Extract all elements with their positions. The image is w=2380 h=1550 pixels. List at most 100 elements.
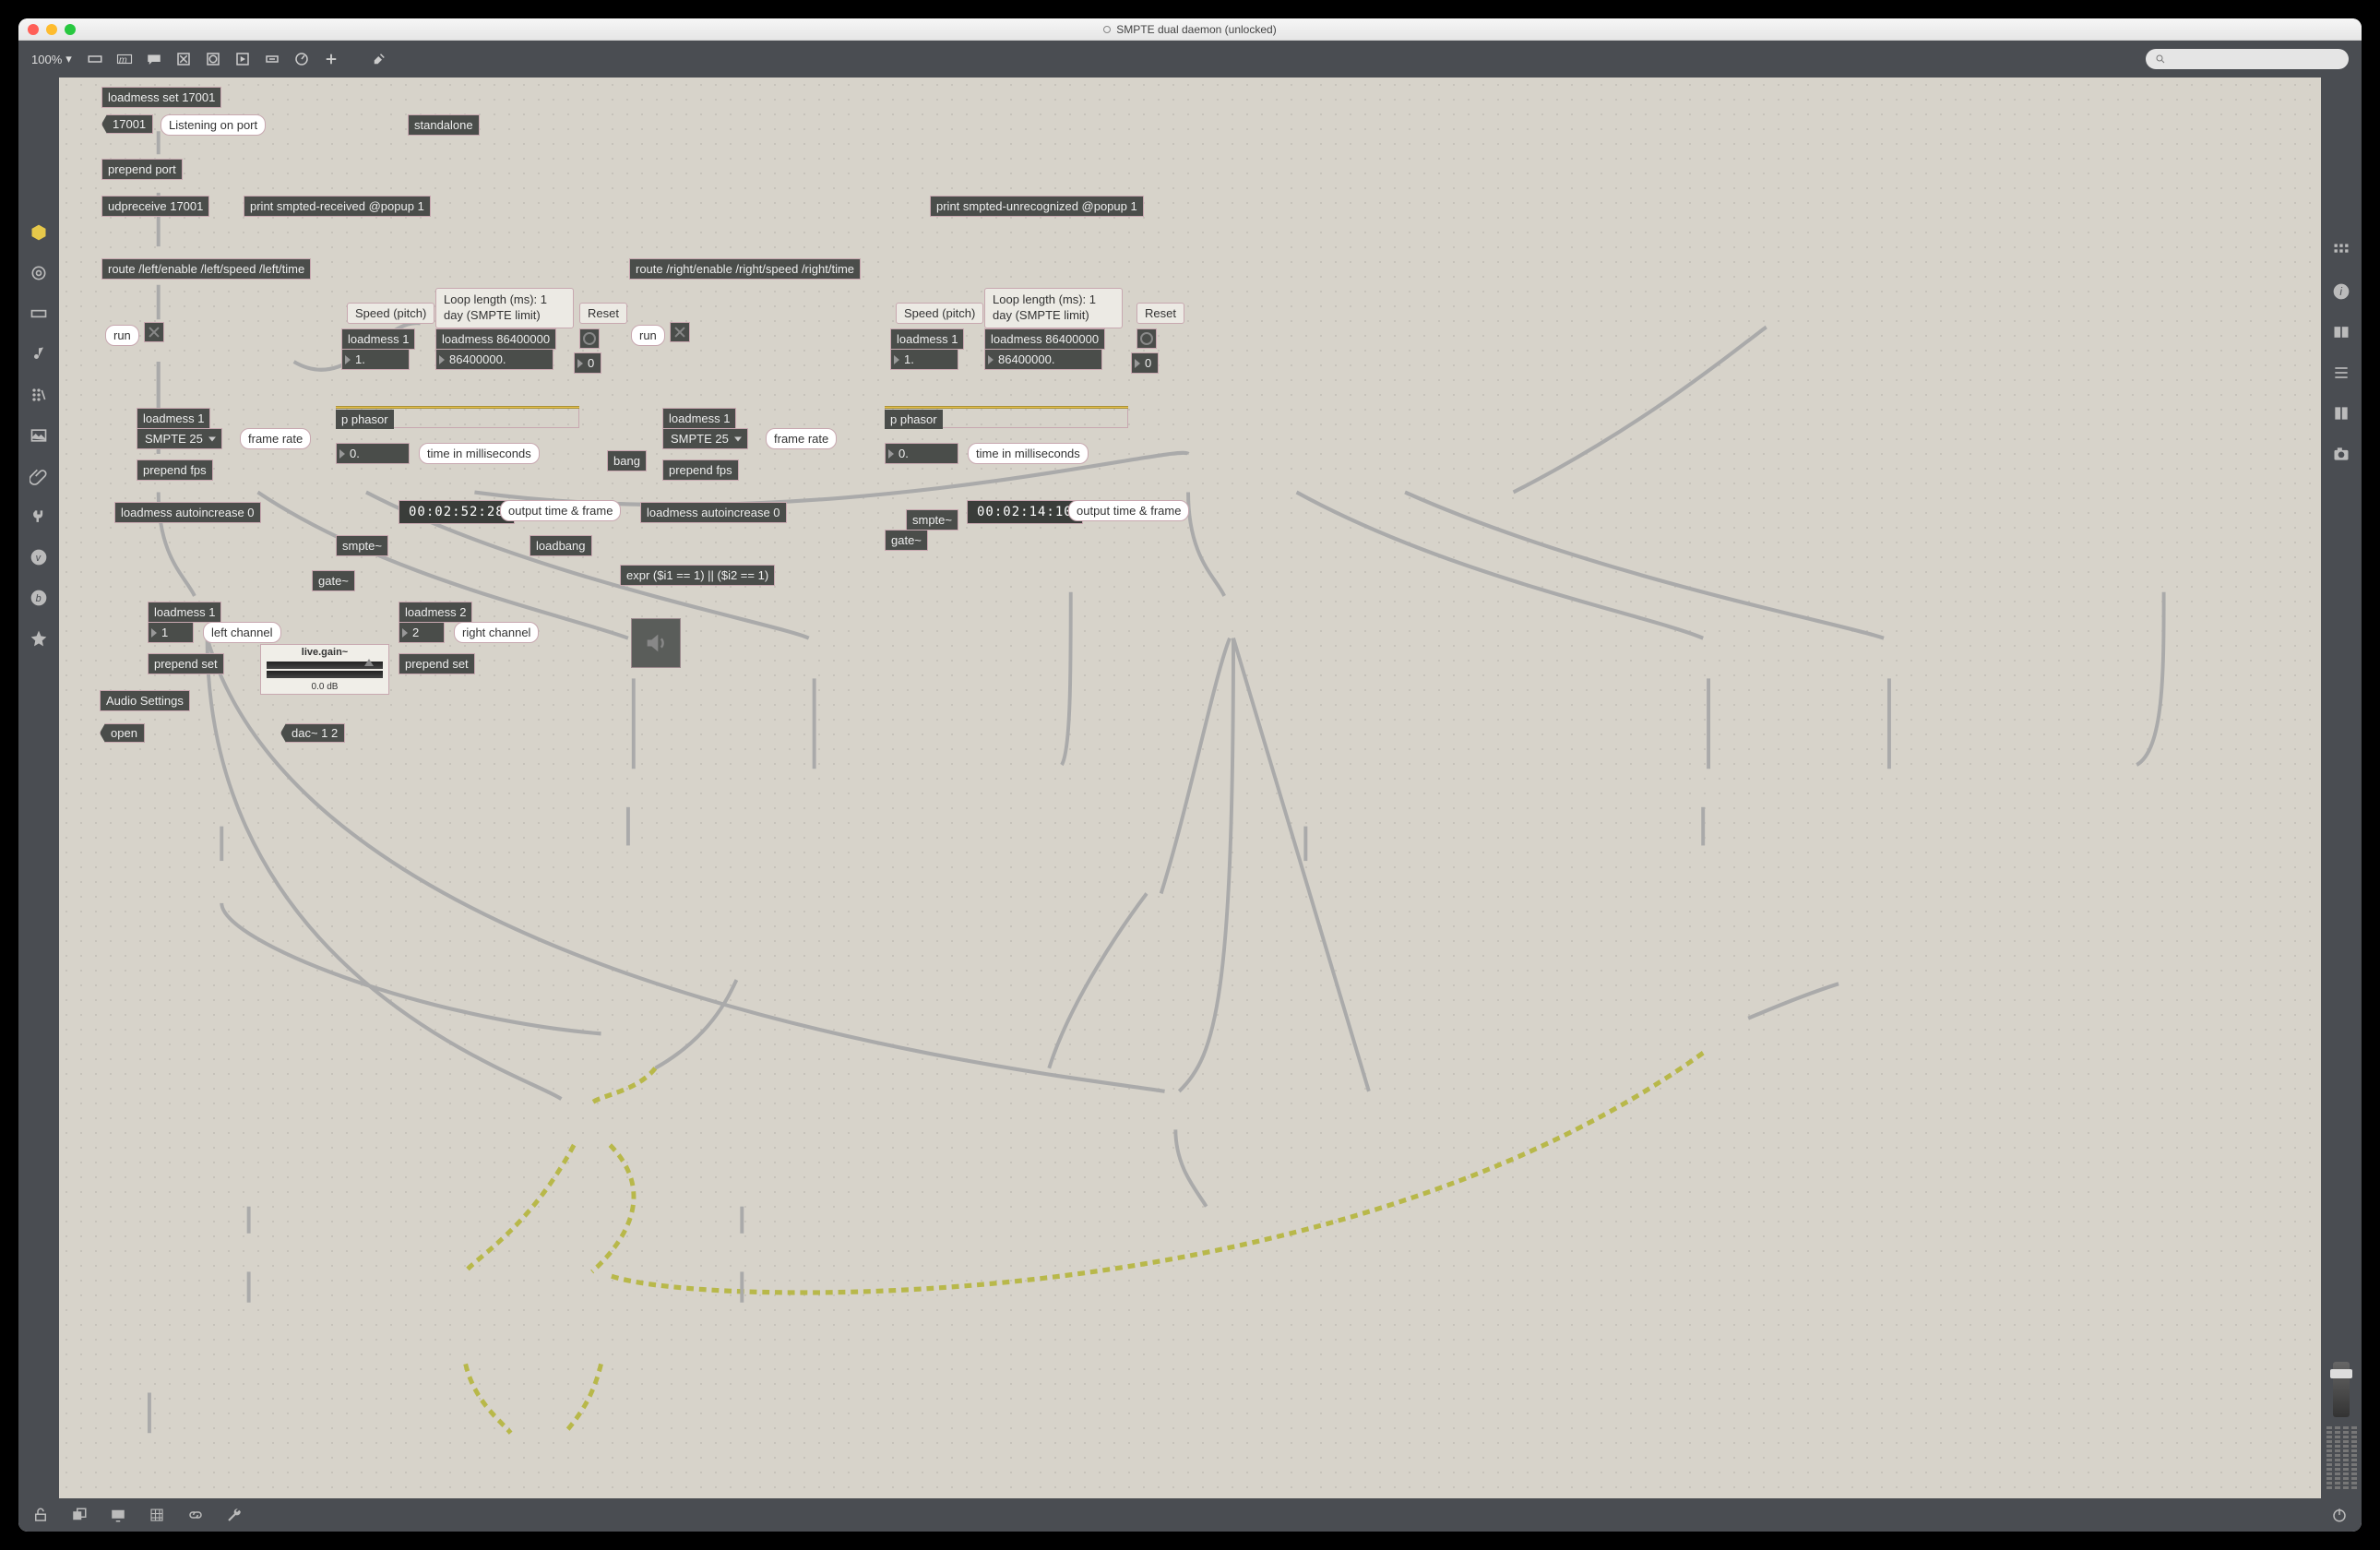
obj-route-left[interactable]: route /left/enable /left/speed /left/tim… bbox=[101, 258, 311, 280]
toggle-right-enable[interactable] bbox=[670, 322, 690, 342]
obj-prepend-set-left[interactable]: prepend set bbox=[148, 653, 224, 674]
obj-phasor-left[interactable]: p phasor bbox=[336, 410, 394, 429]
patcher-canvas[interactable]: loadmess set 17001 17001 Listening on po… bbox=[59, 78, 2321, 1498]
wrench-icon[interactable] bbox=[225, 1506, 244, 1524]
num-reset-left[interactable]: 0 bbox=[574, 352, 601, 374]
dial-icon[interactable] bbox=[292, 49, 312, 69]
num-speed-right[interactable]: 1. bbox=[890, 349, 958, 370]
num-time-left[interactable]: 0. bbox=[336, 443, 410, 464]
message-icon[interactable]: m bbox=[114, 49, 135, 69]
info-icon[interactable]: i bbox=[2330, 280, 2352, 303]
matrix-icon[interactable] bbox=[28, 384, 50, 406]
comment-listening: Listening on port bbox=[161, 114, 266, 136]
obj-audio-settings[interactable]: Audio Settings bbox=[100, 690, 190, 711]
link-icon[interactable] bbox=[186, 1506, 205, 1524]
obj-gate-right[interactable]: gate~ bbox=[885, 530, 928, 551]
obj-prepend-fps-right[interactable]: prepend fps bbox=[662, 459, 739, 481]
target-icon[interactable] bbox=[28, 262, 50, 284]
obj-loadmess-chan-right[interactable]: loadmess 2 bbox=[399, 602, 472, 623]
msg-port[interactable]: 17001 bbox=[101, 114, 153, 134]
lock-icon[interactable] bbox=[31, 1506, 50, 1524]
paperclip-icon[interactable] bbox=[28, 465, 50, 487]
paint-icon[interactable] bbox=[369, 49, 389, 69]
close-window-button[interactable] bbox=[28, 24, 39, 35]
button-reset-right[interactable] bbox=[1136, 328, 1157, 349]
obj-loadmess-864-right[interactable]: loadmess 86400000 bbox=[984, 328, 1105, 350]
obj-bang[interactable]: bang bbox=[607, 450, 647, 471]
dropdown-smpte-right[interactable]: SMPTE 25 bbox=[662, 428, 748, 449]
obj-expr[interactable]: expr ($i1 == 1) || ($i2 == 1) bbox=[620, 565, 775, 586]
number-icon[interactable] bbox=[262, 49, 282, 69]
obj-prepend-fps-left[interactable]: prepend fps bbox=[137, 459, 213, 481]
obj-loadbang[interactable]: loadbang bbox=[530, 535, 592, 556]
toggle-icon[interactable] bbox=[173, 49, 194, 69]
num-chan-left[interactable]: 1 bbox=[148, 622, 194, 643]
obj-loadmess1-speed-right[interactable]: loadmess 1 bbox=[890, 328, 964, 350]
dropdown-smpte-left[interactable]: SMPTE 25 bbox=[137, 428, 222, 449]
button-reset-left[interactable] bbox=[579, 328, 600, 349]
obj-smpte-right[interactable]: smpte~ bbox=[906, 509, 958, 531]
obj-udpreceive[interactable]: udpreceive 17001 bbox=[101, 196, 209, 217]
image-icon[interactable] bbox=[28, 424, 50, 447]
minimize-window-button[interactable] bbox=[46, 24, 57, 35]
msg-open[interactable]: open bbox=[100, 723, 145, 743]
search-field[interactable] bbox=[2146, 49, 2349, 69]
obj-loadmess-auto-left[interactable]: loadmess autoincrease 0 bbox=[114, 502, 261, 523]
v-icon[interactable]: v bbox=[28, 546, 50, 568]
obj-phasor-right[interactable]: p phasor bbox=[885, 410, 943, 429]
obj-prepend-port[interactable]: prepend port bbox=[101, 159, 183, 180]
obj-loadmess-chan-left[interactable]: loadmess 1 bbox=[148, 602, 221, 623]
add-icon[interactable] bbox=[321, 49, 341, 69]
num-loop-left[interactable]: 86400000. bbox=[435, 349, 553, 370]
comment-icon[interactable] bbox=[144, 49, 164, 69]
windows-icon[interactable] bbox=[70, 1506, 89, 1524]
num-reset-right[interactable]: 0 bbox=[1131, 352, 1159, 374]
plug-icon[interactable] bbox=[28, 506, 50, 528]
obj-loadmess1-fps-right[interactable]: loadmess 1 bbox=[662, 408, 736, 429]
obj-loadmess1-fps-left[interactable]: loadmess 1 bbox=[137, 408, 210, 429]
num-loop-right[interactable]: 86400000. bbox=[984, 349, 1102, 370]
obj-standalone[interactable]: standalone bbox=[408, 114, 480, 136]
book-icon[interactable] bbox=[2330, 402, 2352, 424]
obj-loadmess-864-left[interactable]: loadmess 86400000 bbox=[435, 328, 556, 350]
star-icon[interactable] bbox=[28, 627, 50, 650]
gain-title: live.gain~ bbox=[261, 645, 388, 660]
ezdac-icon[interactable] bbox=[232, 49, 253, 69]
grid-icon[interactable] bbox=[2330, 240, 2352, 262]
panel-icon[interactable] bbox=[28, 303, 50, 325]
obj-prepend-set-right[interactable]: prepend set bbox=[399, 653, 475, 674]
split-icon[interactable] bbox=[2330, 321, 2352, 343]
toggle-left-enable[interactable] bbox=[144, 322, 164, 342]
window-title-text: SMPTE dual daemon (unlocked) bbox=[1116, 23, 1276, 36]
object-icon[interactable] bbox=[85, 49, 105, 69]
gain-slider[interactable] bbox=[2333, 1362, 2350, 1417]
num-time-right[interactable]: 0. bbox=[885, 443, 958, 464]
note-icon[interactable] bbox=[28, 343, 50, 365]
obj-loadmess-auto-right[interactable]: loadmess autoincrease 0 bbox=[640, 502, 787, 523]
num-chan-right[interactable]: 2 bbox=[399, 622, 445, 643]
obj-smpte-left[interactable]: smpte~ bbox=[336, 535, 388, 556]
obj-live-gain[interactable]: live.gain~ 0.0 dB bbox=[260, 644, 389, 695]
obj-route-right[interactable]: route /right/enable /right/speed /right/… bbox=[629, 258, 861, 280]
obj-print-unrecognized[interactable]: print smpted-unrecognized @popup 1 bbox=[930, 196, 1144, 217]
zoom-window-button[interactable] bbox=[65, 24, 76, 35]
search-input[interactable] bbox=[2172, 53, 2339, 66]
power-icon[interactable] bbox=[2330, 1506, 2349, 1524]
obj-loadmess1-speed-left[interactable]: loadmess 1 bbox=[341, 328, 415, 350]
zoom-value: 100% bbox=[31, 53, 62, 66]
titlebar: SMPTE dual daemon (unlocked) bbox=[18, 18, 2362, 41]
ezdac-speaker[interactable] bbox=[631, 618, 681, 668]
list-icon[interactable] bbox=[2330, 362, 2352, 384]
msg-dac[interactable]: dac~ 1 2 bbox=[280, 723, 345, 743]
obj-print-received[interactable]: print smpted-received @popup 1 bbox=[244, 196, 431, 217]
b-icon[interactable]: b bbox=[28, 587, 50, 609]
zoom-control[interactable]: 100% ▾ bbox=[31, 52, 72, 66]
grid-toggle-icon[interactable] bbox=[148, 1506, 166, 1524]
camera-icon[interactable] bbox=[2330, 443, 2352, 465]
button-icon[interactable] bbox=[203, 49, 223, 69]
obj-gate-left[interactable]: gate~ bbox=[312, 570, 355, 591]
obj-loadmess-17001[interactable]: loadmess set 17001 bbox=[101, 87, 221, 108]
present-icon[interactable] bbox=[109, 1506, 127, 1524]
num-speed-left[interactable]: 1. bbox=[341, 349, 410, 370]
package-icon[interactable] bbox=[28, 221, 50, 244]
